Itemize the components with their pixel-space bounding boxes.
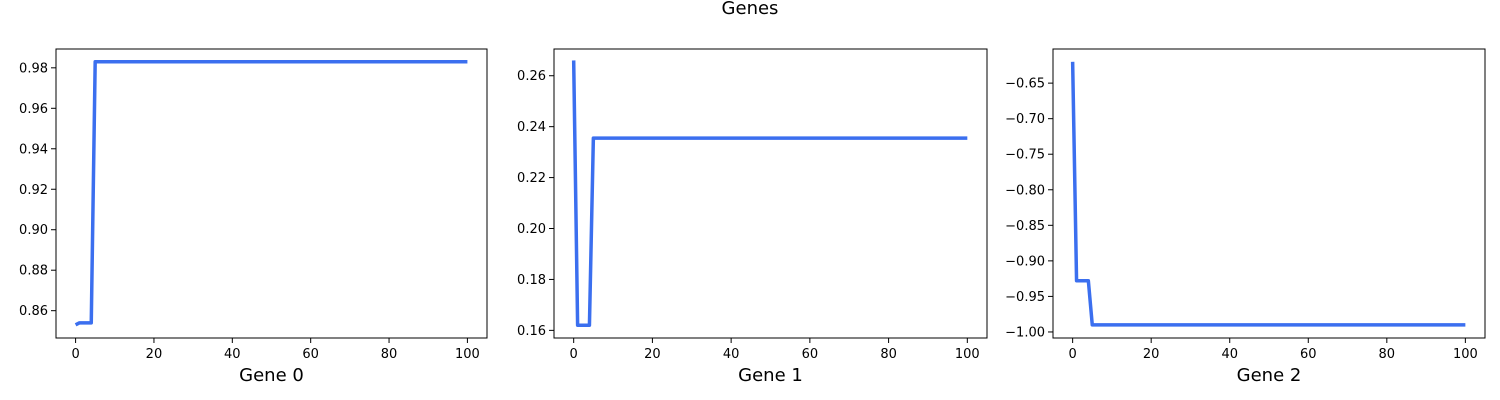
- y-tick-label: −0.95: [1005, 290, 1045, 305]
- y-tick-label: −0.80: [1005, 183, 1045, 198]
- y-tick-label: 0.86: [19, 304, 48, 319]
- x-tick-label: 100: [955, 347, 980, 362]
- series-line: [74, 60, 468, 327]
- x-tick-label: 0: [570, 347, 578, 362]
- y-tick-label: 0.16: [517, 324, 546, 339]
- x-tick-label: 0: [71, 347, 79, 362]
- y-tick-label: 0.24: [517, 120, 546, 135]
- y-tick-label: 0.94: [19, 142, 48, 157]
- axes-frame: [55, 48, 488, 339]
- x-tick-label: 100: [455, 347, 480, 362]
- x-tick-label: 20: [644, 347, 661, 362]
- x-tick-label: 100: [1453, 347, 1478, 362]
- x-tick-label: 40: [1221, 347, 1238, 362]
- x-tick-label: 80: [1379, 347, 1396, 362]
- x-tick-label: 20: [146, 347, 163, 362]
- y-tick-label: −0.85: [1005, 219, 1045, 234]
- series-line: [571, 60, 968, 328]
- x-tick-label: 20: [1143, 347, 1160, 362]
- series-line: [1070, 61, 1466, 327]
- figure-title: Genes: [721, 0, 779, 19]
- y-tick-label: 0.26: [517, 69, 546, 84]
- y-tick-label: 0.90: [19, 223, 48, 238]
- x-tick-label: 0: [1068, 347, 1076, 362]
- x-tick-label: 40: [723, 347, 740, 362]
- y-tick-label: 0.92: [19, 183, 48, 198]
- axes-frame: [553, 48, 988, 339]
- y-tick-label: 0.22: [517, 171, 546, 186]
- axes-frame: [1052, 48, 1486, 339]
- x-axis-label: Gene 2: [1237, 365, 1302, 386]
- x-tick-label: 80: [381, 347, 398, 362]
- y-tick-label: −0.70: [1005, 112, 1045, 127]
- y-tick-label: 0.96: [19, 102, 48, 117]
- subplot-0: 0 20 40 60 80 100 0.86 0.88 0.90 0.92 0.94 0.96 0.98…: [19, 48, 488, 386]
- y-tick-label: 0.98: [19, 61, 48, 76]
- y-tick-label: −1.00: [1005, 325, 1045, 340]
- x-axis-label: Gene 0: [239, 365, 304, 386]
- y-tick-label: 0.88: [19, 264, 48, 279]
- x-tick-label: 40: [224, 347, 241, 362]
- x-tick-label: 60: [802, 347, 819, 362]
- subplot-1: 0 20 40 60 80 100 0.16 0.18 0.20 0.22 0.24 0.26 Gene…: [517, 48, 988, 386]
- x-tick-label: 60: [302, 347, 319, 362]
- y-tick-label: 0.18: [517, 273, 546, 288]
- y-tick-label: −0.75: [1005, 148, 1045, 163]
- x-axis-label: Gene 1: [738, 365, 803, 386]
- y-tick-label: −0.90: [1005, 254, 1045, 269]
- y-tick-label: −0.65: [1005, 77, 1045, 92]
- y-tick-label: 0.20: [517, 222, 546, 237]
- x-tick-label: 80: [880, 347, 897, 362]
- x-tick-label: 60: [1300, 347, 1317, 362]
- subplot-2: 0 20 40 60 80 100 −1.00 −0.95 −0.90 −0.85 −0.80 −0.…: [1005, 48, 1486, 386]
